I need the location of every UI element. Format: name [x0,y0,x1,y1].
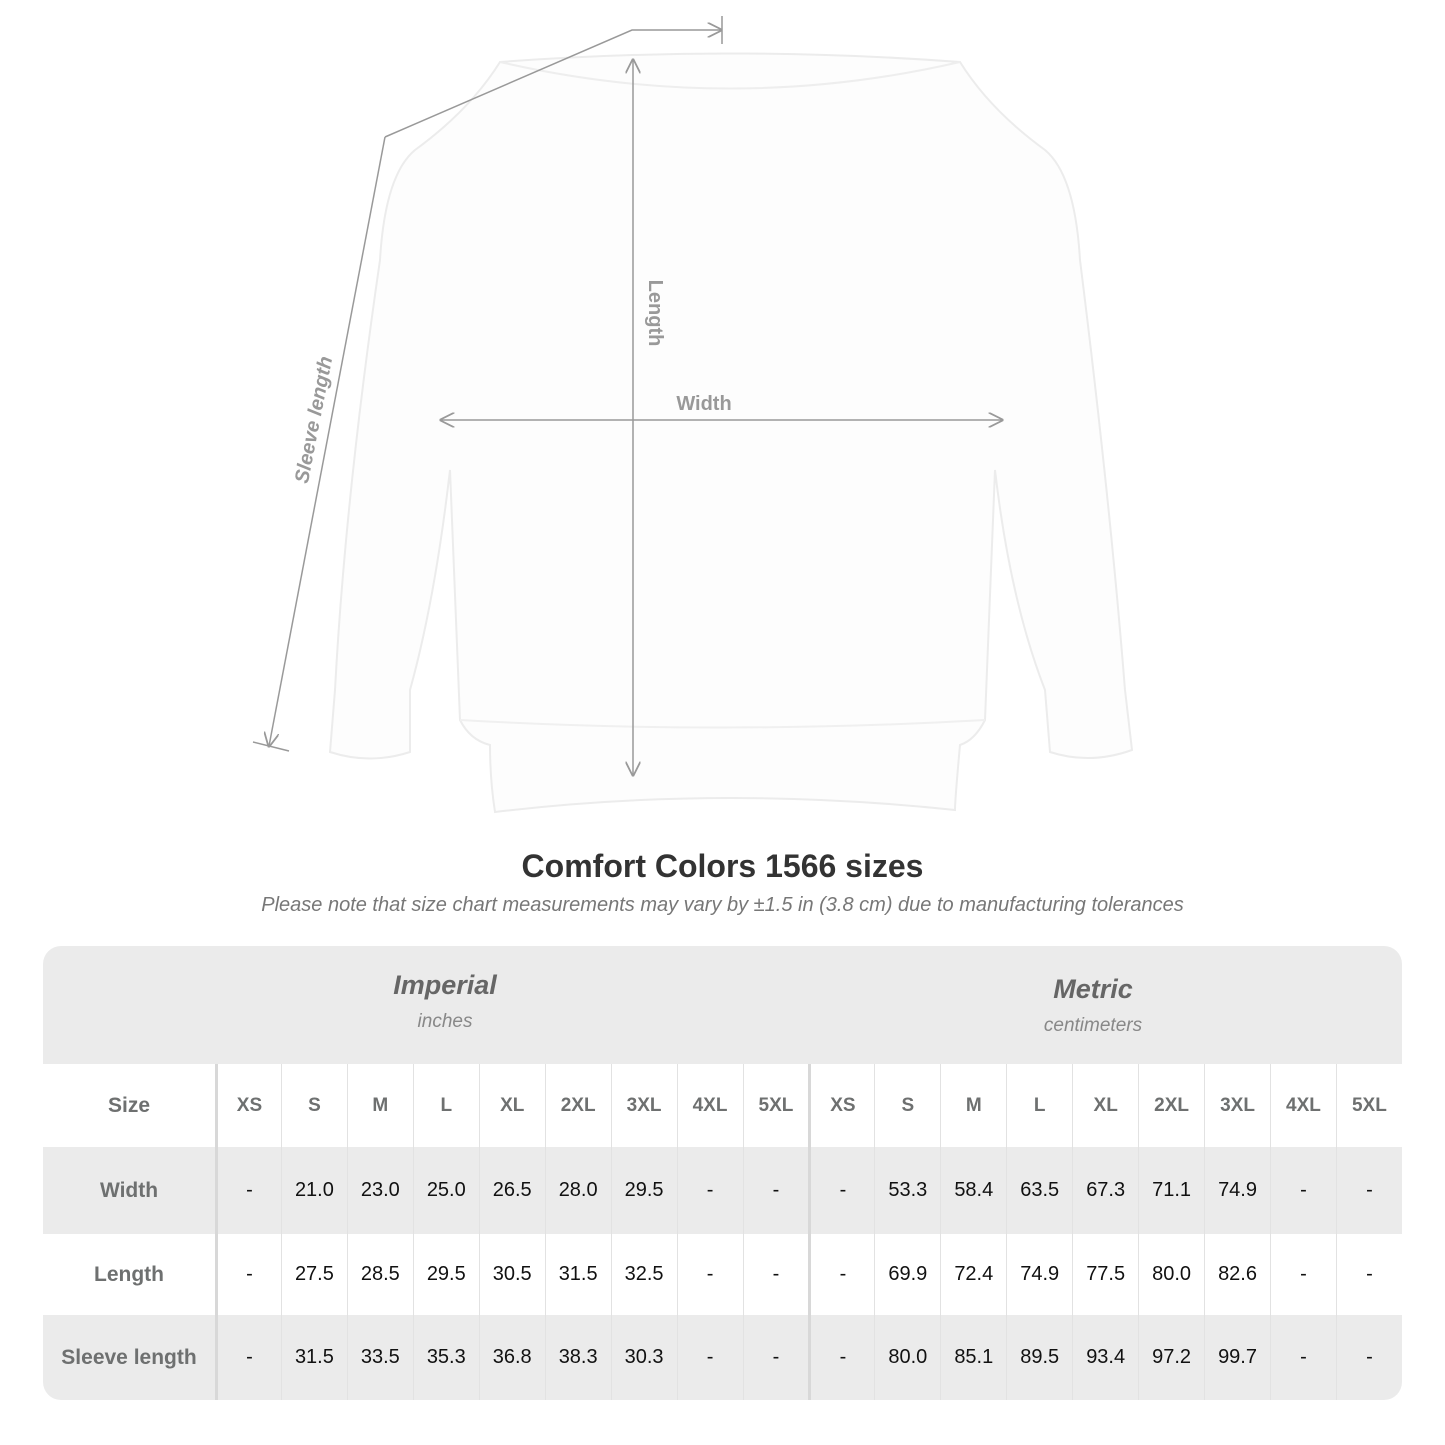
imperial-value-cell: 29.5 [610,1147,677,1234]
imperial-value-cell: - [215,1147,281,1234]
imperial-size-header: XS [215,1064,281,1147]
imperial-value-cell: 33.5 [346,1315,413,1400]
metric-value-cell: 97.2 [1138,1315,1204,1400]
metric-value-cell: 72.4 [940,1234,1006,1315]
imperial-value-cell: 26.5 [478,1147,545,1234]
table-row: Width -21.0 23.0 25.0 26.5 28.0 29.5- - -53.3 58.… [43,1147,1402,1234]
page-title: Comfort Colors 1566 sizes [521,848,924,884]
imperial-value-cell: 29.5 [412,1234,479,1315]
metric-size-header: M [940,1064,1006,1147]
metric-value-cell: - [808,1147,874,1234]
metric-size-header: L [1006,1064,1072,1147]
width-label: Width [676,393,731,415]
size-table: Imperial inches Metric centimeters Size X… [43,946,1402,1400]
imperial-value-cell: - [676,1315,743,1400]
imperial-value-cell: 28.0 [544,1147,611,1234]
metric-size-header: 3XL [1204,1064,1270,1147]
imperial-value-cell: 35.3 [412,1315,479,1400]
tolerance-note: Please note that size chart measurements… [261,894,1184,916]
imperial-value-cell: 36.8 [478,1315,545,1400]
imperial-header: Imperial inches [215,970,675,1033]
imperial-value-cell: 30.3 [610,1315,677,1400]
metric-value-cell: 53.3 [874,1147,940,1234]
imperial-size-header: S [280,1064,347,1147]
metric-value-cell: - [808,1234,874,1315]
length-label: Length [644,280,666,347]
metric-value-cell: - [1335,1315,1402,1400]
metric-value-cell: 74.9 [1006,1234,1072,1315]
metric-value-cell: 89.5 [1006,1315,1072,1400]
metric-size-header: S [874,1064,940,1147]
metric-value-cell: 80.0 [874,1315,940,1400]
table-row: Sleeve length -31.5 33.5 35.3 36.8 38.3 30.3- -… [43,1315,1402,1400]
imperial-value-cell: - [676,1234,743,1315]
imperial-size-header: 3XL [610,1064,677,1147]
imperial-size-header: 2XL [544,1064,611,1147]
metric-size-header: 4XL [1270,1064,1336,1147]
imperial-size-header: 5XL [742,1064,809,1147]
imperial-size-header: M [346,1064,413,1147]
sweatshirt-image [328,52,1134,814]
imperial-size-header: L [412,1064,479,1147]
imperial-value-cell: 28.5 [346,1234,413,1315]
metric-value-cell: - [1270,1147,1336,1234]
imperial-value-cell: - [215,1234,281,1315]
metric-size-header: 5XL [1335,1064,1402,1147]
sweatshirt-diagram: Length Width Sleeve length [252,16,1134,814]
size-header-row: Size XS S M L XL 2XL 3XL 4XL 5XL XS S M L XL 2XL 3XL 4XL 5… [43,1064,1402,1147]
metric-value-cell: 99.7 [1204,1315,1270,1400]
imperial-value-cell: 31.5 [280,1315,347,1400]
metric-unit: centimeters [1043,1015,1143,1036]
table-row: Length -27.5 28.5 29.5 30.5 31.5 32.5- - -69.9 72… [43,1234,1402,1315]
imperial-unit: inches [417,1011,473,1032]
sleeve-length-label: Sleeve length [291,354,337,485]
imperial-value-cell: 21.0 [280,1147,347,1234]
metric-value-cell: 93.4 [1072,1315,1138,1400]
metric-value-cell: - [1335,1147,1402,1234]
metric-value-cell: 58.4 [940,1147,1006,1234]
imperial-value-cell: - [742,1234,809,1315]
imperial-value-cell: 23.0 [346,1147,413,1234]
imperial-value-cell: 27.5 [280,1234,347,1315]
unit-header: Imperial inches Metric centimeters [43,946,1402,1064]
imperial-value-cell: 25.0 [412,1147,479,1234]
metric-value-cell: - [1335,1234,1402,1315]
metric-value-cell: 71.1 [1138,1147,1204,1234]
metric-header: Metric centimeters [809,974,1377,1037]
metric-value-cell: - [1270,1315,1336,1400]
imperial-value-cell: 38.3 [544,1315,611,1400]
imperial-title: Imperial [393,970,497,1000]
imperial-size-header: XL [478,1064,545,1147]
row-label: Width [99,1178,159,1202]
metric-value-cell: 67.3 [1072,1147,1138,1234]
imperial-value-cell: 30.5 [478,1234,545,1315]
metric-value-cell: 77.5 [1072,1234,1138,1315]
imperial-size-header: 4XL [676,1064,743,1147]
metric-size-header: XL [1072,1064,1138,1147]
imperial-value-cell: 31.5 [544,1234,611,1315]
metric-size-header: XS [808,1064,874,1147]
metric-value-cell: 82.6 [1204,1234,1270,1315]
sleeve-arrow [269,136,386,746]
row-label: Length [94,1262,164,1286]
row-label: Size [107,1093,151,1117]
imperial-value-cell: - [676,1147,743,1234]
metric-size-header: 2XL [1138,1064,1204,1147]
row-label: Sleeve length [61,1345,197,1369]
imperial-value-cell: - [742,1315,809,1400]
metric-value-cell: 80.0 [1138,1234,1204,1315]
metric-value-cell: 74.9 [1204,1147,1270,1234]
sleeve-arrow-top [384,30,721,138]
metric-value-cell: - [1270,1234,1336,1315]
metric-title: Metric [1053,974,1133,1004]
imperial-value-cell: 32.5 [610,1234,677,1315]
imperial-value-cell: - [215,1315,281,1400]
metric-value-cell: 69.9 [874,1234,940,1315]
metric-value-cell: - [808,1315,874,1400]
metric-value-cell: 85.1 [940,1315,1006,1400]
imperial-value-cell: - [742,1147,809,1234]
metric-value-cell: 63.5 [1006,1147,1072,1234]
